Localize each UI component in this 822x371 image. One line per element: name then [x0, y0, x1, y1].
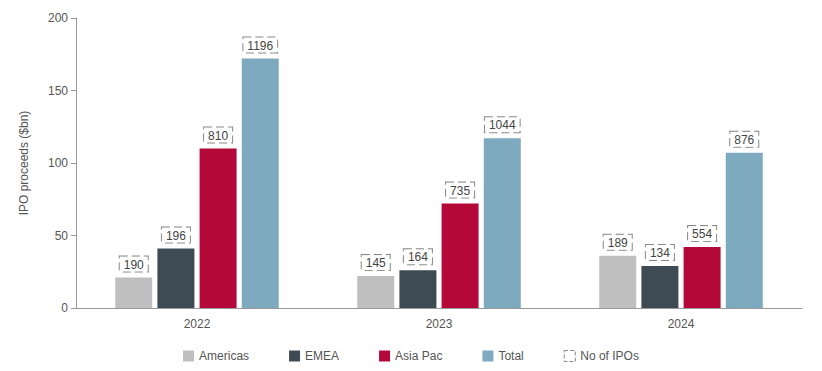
svg-text:100: 100	[48, 156, 68, 170]
svg-text:196: 196	[166, 229, 186, 243]
svg-text:2024: 2024	[668, 317, 695, 331]
svg-text:Asia Pac: Asia Pac	[395, 349, 442, 363]
svg-text:735: 735	[450, 184, 470, 198]
svg-text:Americas: Americas	[199, 349, 249, 363]
svg-text:145: 145	[366, 256, 386, 270]
svg-text:164: 164	[408, 250, 428, 264]
svg-text:IPO proceeds ($bn): IPO proceeds ($bn)	[17, 111, 31, 216]
svg-text:0: 0	[61, 301, 68, 315]
svg-text:2023: 2023	[426, 317, 453, 331]
svg-text:150: 150	[48, 84, 68, 98]
svg-text:810: 810	[208, 129, 228, 143]
svg-text:200: 200	[48, 11, 68, 25]
svg-text:EMEA: EMEA	[305, 349, 339, 363]
svg-text:1196: 1196	[247, 39, 273, 53]
svg-text:Total: Total	[498, 349, 523, 363]
svg-text:50: 50	[55, 229, 69, 243]
svg-text:876: 876	[734, 133, 754, 147]
svg-text:554: 554	[692, 227, 712, 241]
svg-text:No of IPOs: No of IPOs	[580, 349, 639, 363]
svg-text:134: 134	[650, 246, 670, 260]
svg-text:2022: 2022	[184, 317, 211, 331]
svg-text:189: 189	[608, 236, 628, 250]
svg-text:1044: 1044	[489, 118, 516, 132]
svg-text:190: 190	[124, 258, 144, 272]
